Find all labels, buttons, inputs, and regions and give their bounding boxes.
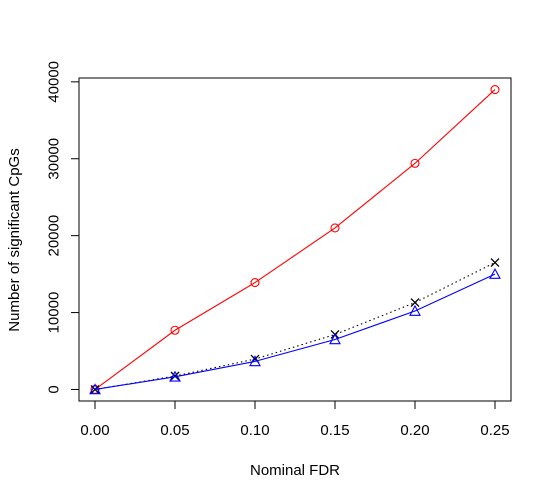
y-tick-label: 0 (46, 385, 63, 393)
x-axis-label: Nominal FDR (250, 462, 340, 479)
data-point (410, 298, 420, 308)
data-point (250, 278, 260, 288)
x-tick-label: 0.15 (320, 422, 349, 439)
series-1 (90, 258, 500, 394)
data-point (330, 223, 340, 233)
data-point (489, 267, 501, 279)
data-point (329, 333, 341, 345)
x-axis: 0.00 0.05 0.10 0.15 0.20 0.25 (80, 400, 510, 439)
series-line (94, 89, 496, 390)
data-point (409, 304, 421, 316)
data-point (490, 84, 500, 95)
series-line (94, 273, 496, 391)
data-point (89, 383, 101, 395)
y-tick-label: 30000 (46, 138, 63, 180)
plot-box (78, 77, 512, 402)
x-tick-label: 0.25 (480, 422, 509, 439)
series-line (94, 262, 496, 391)
y-tick-label: 40000 (46, 61, 63, 103)
data-point (249, 355, 261, 367)
x-tick-label: 0.00 (80, 422, 109, 439)
y-tick-label: 20000 (46, 215, 63, 257)
y-tick-label: 10000 (46, 292, 63, 334)
y-axis-label: Number of significant CpGs (6, 148, 23, 331)
series-2 (89, 267, 501, 395)
data-point (170, 325, 180, 335)
x-tick-label: 0.20 (400, 422, 429, 439)
x-tick-label: 0.05 (160, 422, 189, 439)
series-layer (89, 84, 501, 395)
series-0 (90, 84, 500, 395)
data-point (410, 158, 420, 168)
y-axis: 0 10000 20000 30000 40000 (46, 61, 80, 394)
data-point (490, 258, 500, 268)
data-point (169, 370, 181, 382)
data-point (170, 371, 180, 381)
x-tick-label: 0.10 (240, 422, 269, 439)
